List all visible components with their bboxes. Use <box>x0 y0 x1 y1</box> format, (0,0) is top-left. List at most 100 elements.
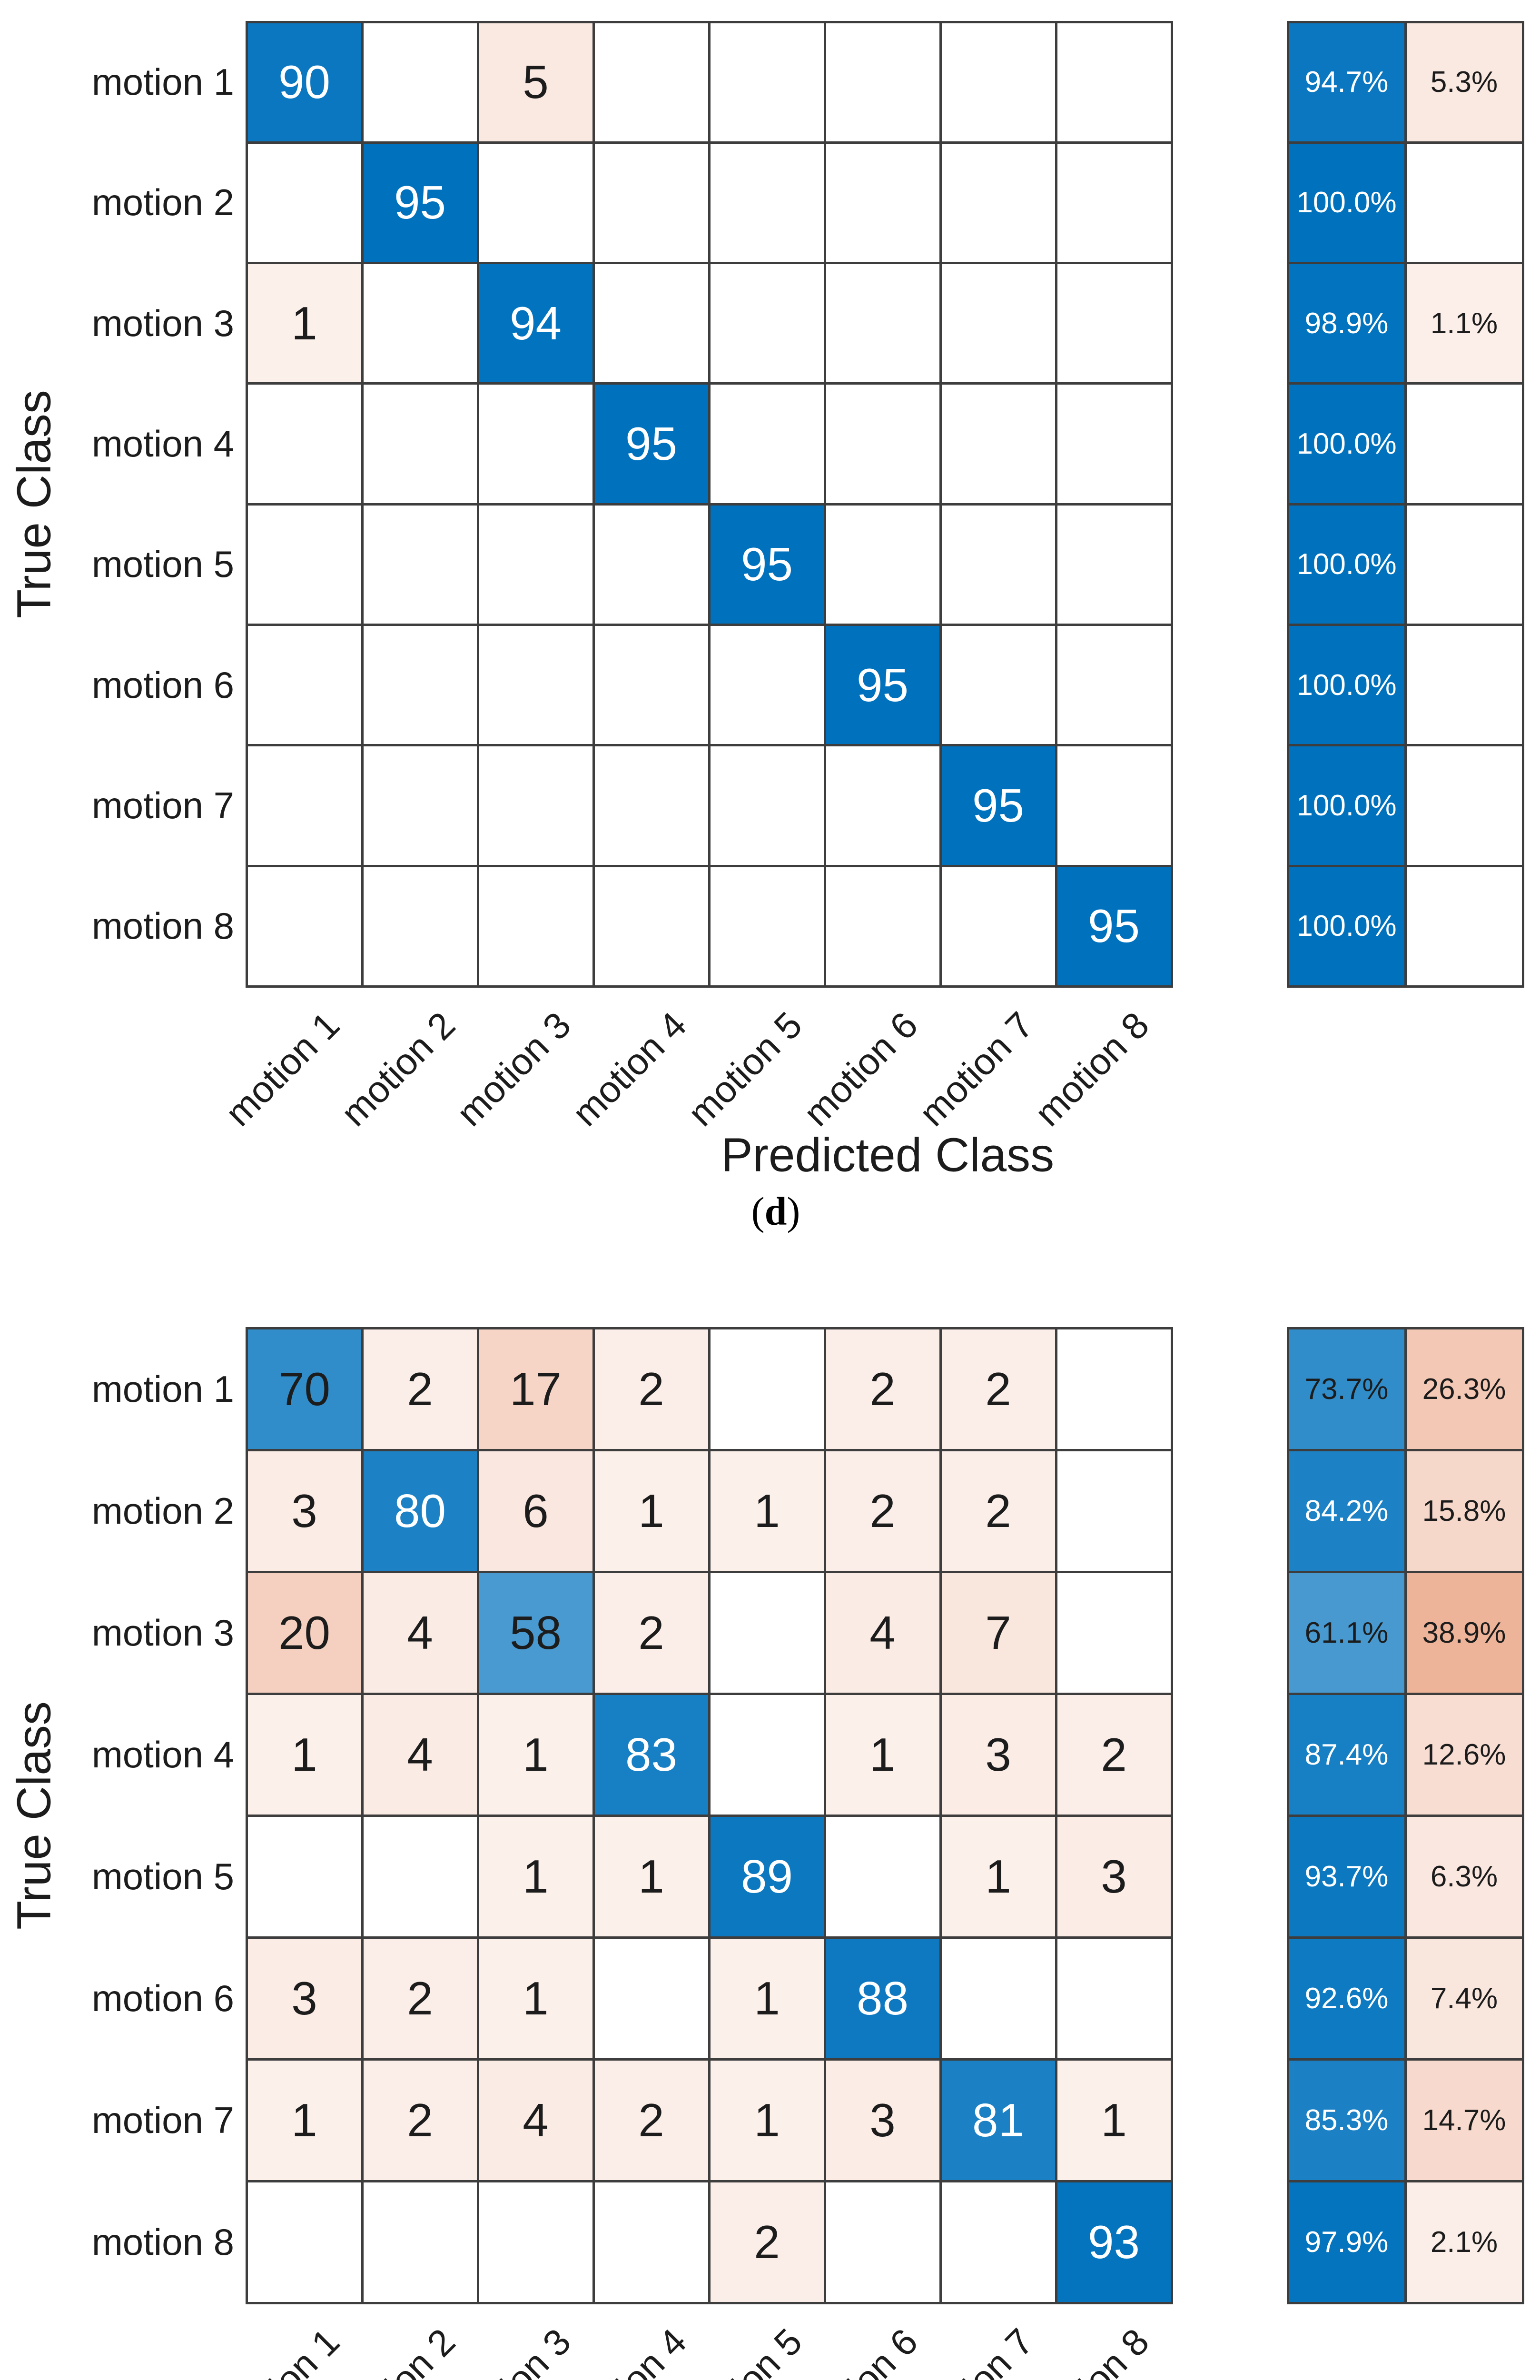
matrix-cell <box>247 866 362 987</box>
summary-grid-line-horizontal <box>1286 503 1524 506</box>
row-summary-correct-cell: 100.0% <box>1288 866 1405 987</box>
matrix-cell: 2 <box>709 2181 825 2303</box>
matrix-cell: 6 <box>478 1450 593 1572</box>
summary-grid-line-horizontal <box>1286 864 1524 867</box>
ytick-label: motion 2 <box>91 1489 234 1532</box>
matrix-cell <box>1056 1572 1172 1694</box>
row-summary-correct-cell: 94.7% <box>1288 22 1405 143</box>
ytick-label: motion 8 <box>91 905 234 947</box>
row-summary-error-cell <box>1405 866 1523 987</box>
ytick-label: motion 5 <box>91 1855 234 1897</box>
grid-line-horizontal <box>245 864 1173 867</box>
matrix-cell <box>709 22 825 143</box>
x-axis-label: Predicted Class <box>721 1128 1055 1182</box>
grid-line-horizontal <box>245 1936 1173 1939</box>
row-summary-error-cell <box>1405 504 1523 625</box>
matrix-cell: 2 <box>825 1450 940 1572</box>
matrix-cell <box>709 866 825 987</box>
summary-grid-line-horizontal <box>1286 1327 1524 1329</box>
matrix-cell <box>1056 504 1172 625</box>
matrix-cell: 95 <box>825 625 940 745</box>
row-summary-error-cell: 12.6% <box>1405 1694 1523 1815</box>
matrix-cell: 4 <box>478 2059 593 2181</box>
row-summary-correct-cell: 100.0% <box>1288 142 1405 263</box>
matrix-cell <box>940 1937 1056 2059</box>
row-summary-correct-cell: 100.0% <box>1288 504 1405 625</box>
matrix-cell <box>593 745 709 866</box>
matrix-cell: 95 <box>709 504 825 625</box>
summary-grid-line-horizontal <box>1286 744 1524 747</box>
ytick-label: motion 6 <box>91 1977 234 2019</box>
grid-line-horizontal <box>245 2301 1173 2304</box>
matrix-cell <box>825 383 940 505</box>
grid-line-vertical <box>823 1327 826 2304</box>
matrix-cell: 1 <box>478 1815 593 1937</box>
matrix-cell: 95 <box>593 383 709 505</box>
matrix-cell <box>247 504 362 625</box>
row-summary-error-cell: 38.9% <box>1405 1572 1523 1694</box>
row-summary-correct-cell: 97.9% <box>1288 2181 1405 2303</box>
xtick-label: motion 1 <box>217 2320 348 2380</box>
matrix-cell <box>247 745 362 866</box>
matrix-cell: 1 <box>478 1937 593 2059</box>
matrix-cell <box>825 142 940 263</box>
xtick-label: motion 4 <box>564 2320 695 2380</box>
matrix-cell <box>593 625 709 745</box>
matrix-cell: 94 <box>478 263 593 384</box>
row-summary-correct-cell: 100.0% <box>1288 625 1405 745</box>
matrix-cell <box>709 1694 825 1815</box>
matrix-cell <box>709 1572 825 1694</box>
matrix-cell <box>478 625 593 745</box>
matrix-cell <box>247 142 362 263</box>
matrix-cell <box>478 504 593 625</box>
matrix-cell: 2 <box>593 2059 709 2181</box>
matrix-cell <box>709 142 825 263</box>
grid-line-vertical <box>939 20 942 988</box>
matrix-cell: 1 <box>940 1815 1056 1937</box>
xtick-label: motion 5 <box>680 2320 811 2380</box>
row-summary-correct-cell: 98.9% <box>1288 263 1405 384</box>
row-summary-error-cell: 15.8% <box>1405 1450 1523 1572</box>
summary-grid-line-horizontal <box>1286 624 1524 626</box>
matrix-cell: 17 <box>478 1328 593 1450</box>
ytick-label: motion 4 <box>91 423 234 465</box>
summary-grid-line-horizontal <box>1286 1814 1524 1817</box>
matrix-cell <box>362 263 478 384</box>
row-summary-error-cell <box>1405 625 1523 745</box>
ytick-label: motion 7 <box>91 784 234 826</box>
ytick-label: motion 4 <box>91 1733 234 1775</box>
matrix-cell: 3 <box>247 1450 362 1572</box>
grid-line-horizontal <box>245 2058 1173 2061</box>
matrix-cell: 1 <box>709 2059 825 2181</box>
matrix-cell: 4 <box>362 1694 478 1815</box>
matrix-cell <box>478 383 593 505</box>
matrix-cell <box>825 504 940 625</box>
matrix-cell <box>247 2181 362 2303</box>
caption-letter: d <box>764 1189 787 1234</box>
ytick-label: motion 5 <box>91 543 234 585</box>
matrix-cell: 2 <box>362 1937 478 2059</box>
matrix-cell <box>1056 1450 1172 1572</box>
row-summary-correct-cell: 61.1% <box>1288 1572 1405 1694</box>
grid-line-vertical <box>1055 1327 1057 2304</box>
matrix-cell: 3 <box>825 2059 940 2181</box>
matrix-cell <box>1056 1937 1172 2059</box>
matrix-cell <box>247 625 362 745</box>
matrix-cell: 20 <box>247 1572 362 1694</box>
matrix-cell: 2 <box>1056 1694 1172 1815</box>
summary-grid-line-horizontal <box>1286 141 1524 144</box>
matrix-cell: 1 <box>478 1694 593 1815</box>
row-summary-correct-cell: 93.7% <box>1288 1815 1405 1937</box>
matrix-cell <box>825 22 940 143</box>
matrix-cell <box>593 1937 709 2059</box>
matrix-cell: 70 <box>247 1328 362 1450</box>
matrix-cell: 88 <box>825 1937 940 2059</box>
matrix-cell <box>593 142 709 263</box>
summary-grid-line-horizontal <box>1286 1570 1524 1573</box>
matrix-cell <box>362 625 478 745</box>
matrix-cell: 1 <box>247 263 362 384</box>
summary-grid-line-horizontal <box>1286 2180 1524 2182</box>
matrix-cell: 2 <box>593 1328 709 1450</box>
grid-line-horizontal <box>245 744 1173 747</box>
